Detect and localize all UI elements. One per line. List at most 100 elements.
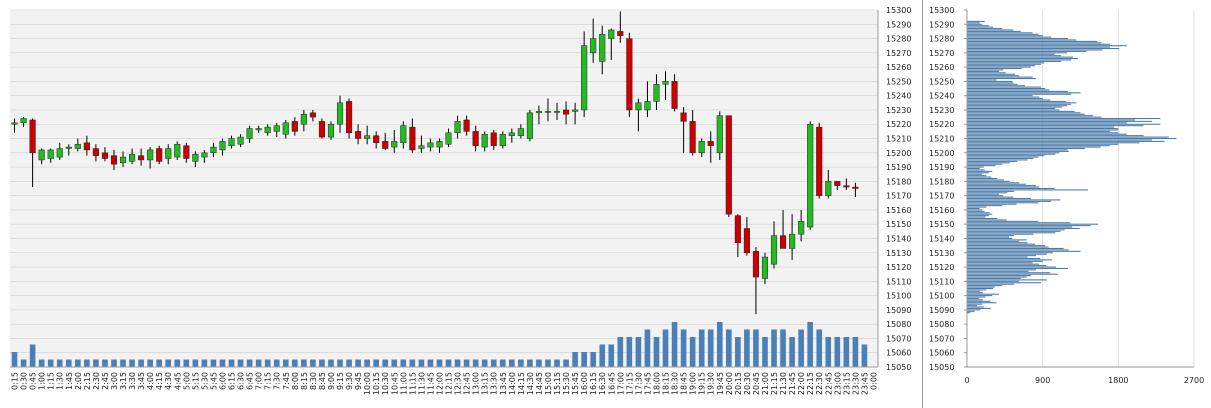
- time-tick-label: 7:00: [255, 372, 264, 390]
- candle-body: [336, 102, 344, 125]
- profile-bar: [967, 90, 1068, 92]
- volume-bar: [165, 359, 172, 367]
- profile-bar: [967, 72, 1006, 74]
- price-tick-label: 15170: [886, 192, 911, 201]
- time-tick-label: 2:30: [92, 372, 101, 390]
- profile-bar: [967, 83, 1018, 85]
- time-tick-label: 8:15: [300, 372, 309, 390]
- time-tick-label: 3:45: [137, 372, 146, 390]
- profile-bar: [967, 289, 987, 291]
- profile-bar: [967, 73, 1015, 75]
- volume-bar: [102, 359, 108, 367]
- profile-bar: [967, 119, 1136, 121]
- time-tick-label: 9:45: [354, 372, 363, 390]
- volume-bar: [328, 359, 334, 367]
- candle-body: [291, 121, 298, 132]
- profile-bar: [967, 256, 1028, 258]
- profile-bar: [967, 35, 1043, 37]
- candle-body: [65, 146, 72, 149]
- candle-body: [219, 141, 226, 151]
- profile-price-tick-label: 15220: [929, 120, 954, 129]
- time-tick-label: 12:30: [454, 372, 463, 395]
- profile-price-tick-label: 15080: [929, 320, 954, 329]
- profile-bar: [967, 179, 1004, 181]
- profile-bar: [967, 212, 990, 214]
- time-tick-label: 11:45: [426, 372, 435, 395]
- volume-bar: [825, 337, 832, 367]
- profile-bar: [967, 152, 1060, 154]
- candle-body: [752, 251, 759, 278]
- time-tick-label: 19:15: [698, 372, 707, 395]
- profile-bar: [967, 233, 1034, 235]
- gridlines: [10, 9, 878, 368]
- time-tick-label: 4:30: [164, 372, 173, 390]
- candle-body: [852, 186, 859, 189]
- volume-bar: [771, 329, 777, 367]
- profile-bar: [967, 282, 1041, 284]
- time-tick-label: 8:45: [318, 372, 327, 390]
- price-tick-label: 15050: [886, 363, 911, 372]
- profile-bar: [967, 226, 1073, 228]
- time-tick-label: 15:15: [553, 372, 562, 395]
- profile-bar: [967, 207, 980, 210]
- volume-bar: [472, 359, 479, 367]
- profile-bar: [967, 310, 975, 312]
- candle-body: [391, 141, 398, 148]
- profile-bar: [967, 92, 1081, 94]
- profile-bar: [967, 109, 1060, 111]
- candle-body: [653, 84, 660, 102]
- time-tick-label: 2:45: [101, 372, 110, 390]
- time-tick-label: 15:30: [562, 372, 571, 395]
- volume-bar: [554, 359, 560, 367]
- price-tick-label: 15120: [886, 263, 911, 272]
- profile-bar: [967, 127, 1119, 130]
- profile-bar: [967, 96, 1040, 98]
- price-tick-label: 15130: [886, 249, 911, 258]
- profile-bar: [967, 46, 1110, 48]
- candle-body: [834, 181, 841, 186]
- candle-body: [789, 233, 796, 249]
- profile-bar: [967, 106, 1063, 108]
- profile-bar: [967, 165, 996, 167]
- volume-bar: [689, 337, 696, 367]
- candle-body: [599, 34, 606, 62]
- time-tick-label: 19:30: [707, 372, 716, 395]
- time-tick-label: 20:00: [725, 372, 734, 395]
- volume-bar: [852, 337, 859, 367]
- profile-price-tick-label: 15150: [929, 220, 954, 229]
- candle-body: [382, 141, 389, 149]
- volume-bar: [572, 352, 578, 367]
- profile-bar: [967, 85, 1026, 87]
- time-tick-label: 20:15: [734, 372, 743, 395]
- price-tick-label: 15140: [886, 234, 911, 243]
- time-tick-label: 0:45: [29, 372, 38, 390]
- profile-bar: [967, 273, 1058, 275]
- volume-bar: [65, 359, 72, 367]
- profile-price-tick-label: 15070: [929, 334, 954, 343]
- profile-bar: [967, 22, 980, 24]
- volume-bar: [735, 337, 741, 367]
- profile-bar: [967, 269, 1036, 271]
- profile-bar: [967, 185, 1036, 187]
- profile-bar: [967, 76, 1033, 78]
- profile-bar: [967, 287, 994, 289]
- profile-bar: [967, 229, 1065, 231]
- candle-body: [346, 101, 353, 134]
- profile-bar: [967, 192, 1008, 194]
- profile-value-tick-label: 2700: [1184, 376, 1204, 385]
- candle-body: [445, 132, 452, 145]
- profile-bar: [967, 180, 1010, 182]
- profile-bar: [967, 296, 986, 298]
- volume-bar: [219, 359, 226, 367]
- time-tick-label: 8:00: [291, 372, 300, 390]
- profile-bar: [967, 263, 1040, 265]
- profile-bar: [967, 146, 1101, 148]
- profile-bar: [967, 267, 1068, 270]
- time-tick-label: 1:15: [47, 372, 56, 390]
- volume-bar: [671, 322, 678, 367]
- candle-body: [490, 132, 497, 146]
- profile-bar: [967, 266, 1057, 268]
- volume-bar: [617, 337, 624, 367]
- volume-bar: [581, 352, 587, 367]
- candle-body: [761, 256, 769, 279]
